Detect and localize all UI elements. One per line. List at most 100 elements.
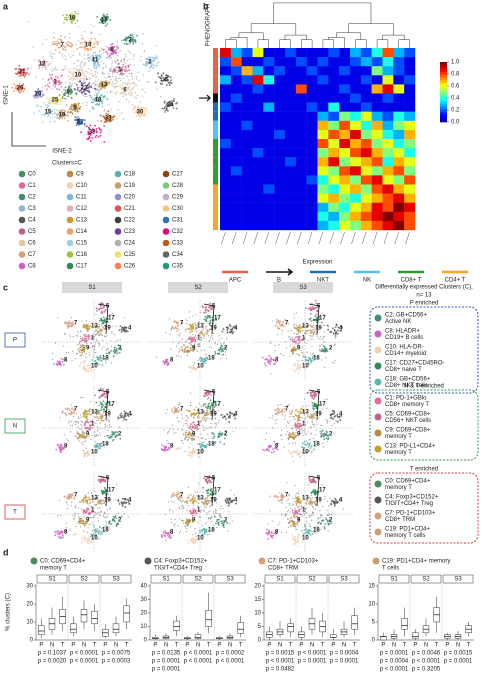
point	[132, 36, 135, 39]
point	[295, 312, 297, 314]
heatmap-cell	[263, 111, 275, 121]
point	[80, 397, 82, 399]
point	[105, 524, 107, 527]
point	[289, 338, 292, 341]
heatmap-cell	[350, 129, 362, 140]
point	[208, 328, 211, 331]
point	[325, 419, 327, 421]
point	[102, 83, 105, 86]
heatmap-cell	[263, 202, 275, 212]
point	[47, 105, 50, 108]
point	[91, 529, 94, 532]
point	[109, 119, 112, 122]
point	[221, 349, 224, 352]
point	[334, 332, 337, 335]
point	[331, 413, 334, 416]
point	[83, 436, 85, 439]
point	[33, 112, 36, 115]
cluster-label: 7	[60, 43, 64, 49]
point	[307, 360, 310, 363]
point	[186, 339, 188, 341]
point	[90, 69, 93, 72]
point	[95, 99, 98, 102]
point	[186, 354, 188, 356]
point	[103, 116, 106, 119]
point	[94, 73, 97, 76]
point	[230, 329, 233, 331]
point	[91, 359, 94, 361]
point	[289, 416, 291, 418]
cluster-label: 2	[224, 346, 228, 352]
heatmap-cell	[371, 202, 383, 212]
point	[100, 80, 102, 83]
point	[110, 345, 113, 347]
point	[100, 427, 102, 430]
point	[65, 49, 67, 52]
point	[76, 523, 78, 525]
point	[87, 87, 89, 89]
point	[188, 432, 190, 435]
heatmap-cell	[295, 193, 307, 203]
heatmap-cell	[220, 129, 232, 140]
point	[223, 443, 226, 446]
point	[99, 82, 102, 85]
point	[95, 444, 97, 446]
heatmap-cell	[404, 157, 416, 167]
point	[70, 84, 73, 87]
point	[109, 494, 112, 496]
row-box	[4, 332, 26, 348]
point	[46, 108, 49, 111]
heatmap-cell	[382, 48, 394, 58]
point	[185, 330, 187, 332]
point	[297, 342, 300, 345]
point	[85, 370, 88, 372]
point	[93, 97, 96, 100]
heatmap-cell	[295, 84, 307, 94]
heatmap-cell	[252, 93, 264, 103]
point	[126, 330, 129, 333]
point	[228, 415, 230, 418]
point	[57, 316, 59, 319]
point	[153, 58, 155, 61]
point	[161, 79, 164, 82]
point	[170, 100, 173, 102]
point	[116, 91, 119, 93]
point	[287, 422, 289, 424]
heatmap-cell	[328, 211, 340, 222]
point	[323, 345, 326, 348]
row-annotation	[213, 66, 218, 76]
marker-label-stub	[405, 231, 410, 245]
heatmap-cell	[382, 211, 394, 222]
point	[135, 78, 138, 80]
point	[301, 359, 303, 362]
heatmap-cell	[306, 148, 318, 158]
cluster-label: 17	[319, 316, 326, 322]
point	[309, 317, 312, 320]
point	[106, 23, 109, 25]
point	[87, 137, 90, 140]
point	[137, 106, 140, 109]
point	[110, 53, 113, 56]
cluster-label: 13	[197, 324, 204, 330]
heatmap-cell	[339, 93, 351, 103]
point	[70, 45, 73, 48]
point	[339, 419, 342, 422]
point	[289, 336, 291, 338]
point	[68, 108, 71, 111]
point	[151, 56, 154, 59]
point	[116, 41, 119, 43]
point	[288, 450, 290, 452]
legend-label: C32	[172, 229, 184, 235]
heatmap-cell	[295, 66, 307, 76]
legend-label: C20	[124, 195, 136, 201]
point	[87, 527, 89, 529]
point	[123, 87, 126, 90]
heatmap-cell	[404, 120, 416, 131]
point	[199, 311, 201, 313]
cluster-label: 19	[59, 113, 66, 119]
point	[206, 394, 208, 397]
point	[100, 53, 103, 56]
point	[106, 97, 108, 100]
point	[65, 16, 67, 19]
point	[78, 80, 81, 83]
